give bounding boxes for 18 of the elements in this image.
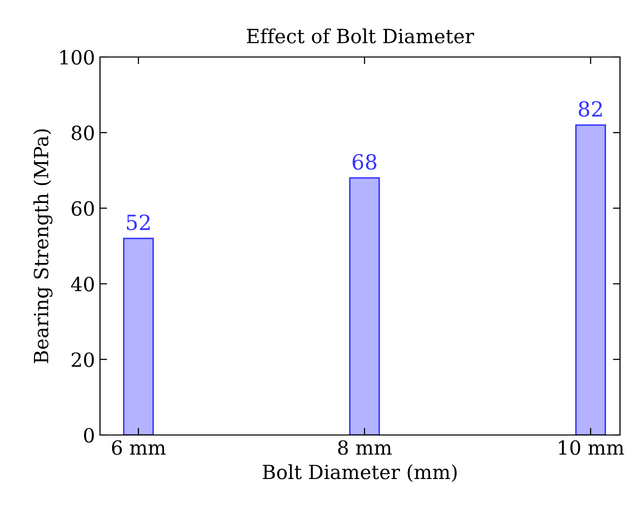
data-label: 82 [578, 101, 602, 117]
bar [575, 124, 606, 435]
y-axis-title: Bearing Strength (MPa) [33, 129, 52, 364]
data-label: 52 [126, 214, 150, 230]
y-tick-label: 40 [70, 276, 94, 292]
x-tick-label: 6 mm [112, 440, 166, 455]
y-tick-label: 60 [72, 201, 94, 216]
x-tick-label: 8 mm [338, 440, 392, 455]
bar [349, 177, 380, 435]
y-tick-label: 20 [72, 352, 94, 368]
chart-title: Effect of Bolt Diameter [246, 28, 474, 44]
y-tick-label: 0 [84, 428, 94, 443]
x-tick-label: 10 mm [559, 440, 624, 455]
bar [123, 238, 154, 435]
data-label: 68 [352, 154, 376, 170]
x-axis-title: Bolt Diameter (mm) [262, 464, 457, 482]
y-tick-label: 80 [72, 126, 94, 140]
y-tick-label: 100 [60, 50, 94, 65]
